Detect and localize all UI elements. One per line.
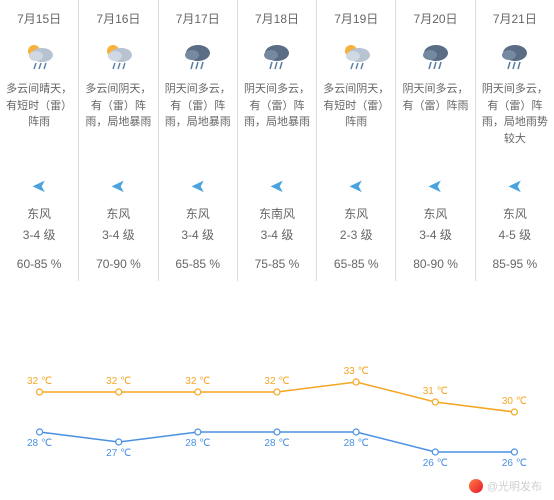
wind-direction: 东风 [321, 205, 391, 222]
wind-direction: 东风 [83, 205, 153, 222]
weather-icon [242, 39, 312, 73]
humidity: 85-95 % [480, 257, 550, 271]
watermark: @光明发布 [469, 478, 542, 494]
weibo-icon [469, 479, 483, 493]
wind-direction-icon: ➤ [321, 175, 391, 197]
weather-icon [163, 39, 233, 73]
wind-direction-icon: ➤ [83, 175, 153, 197]
day-column: 7月16日 多云间阴天，有（雷）阵雨，局地暴雨 ➤ 东风 3-4 级 70-90… [79, 0, 158, 281]
day-column: 7月19日 多云间阴天，有短时（雷）阵雨 ➤ 东风 2-3 级 65-85 % [317, 0, 396, 281]
date-label: 7月16日 [83, 10, 153, 27]
humidity: 75-85 % [242, 257, 312, 271]
temp-high-label: 30 ℃ [502, 396, 527, 407]
temp-low-label: 28 ℃ [27, 438, 52, 449]
date-label: 7月20日 [400, 10, 470, 27]
temp-low-label: 26 ℃ [502, 458, 527, 469]
temp-high-label: 32 ℃ [264, 376, 289, 387]
day-column: 7月18日 阴天间多云，有（雷）阵雨，局地暴雨 ➤ 东南风 3-4 级 75-8… [238, 0, 317, 281]
date-label: 7月15日 [4, 10, 74, 27]
weather-icon [321, 39, 391, 73]
temp-low-label: 28 ℃ [185, 438, 210, 449]
humidity: 60-85 % [4, 257, 74, 271]
weather-icon [4, 39, 74, 73]
weather-desc: 阴天间多云，有（雷）阵雨，局地雨势较大 [480, 81, 550, 163]
temp-high-label: 32 ℃ [27, 376, 52, 387]
temp-low-label: 27 ℃ [106, 448, 131, 459]
weather-icon [83, 39, 153, 73]
temp-high-label: 32 ℃ [185, 376, 210, 387]
wind-level: 2-3 级 [321, 226, 391, 243]
wind-level: 3-4 级 [163, 226, 233, 243]
weather-desc: 多云间阴天，有短时（雷）阵雨 [321, 81, 391, 163]
humidity: 65-85 % [321, 257, 391, 271]
wind-direction-icon: ➤ [480, 175, 550, 197]
temp-low-label: 28 ℃ [344, 438, 369, 449]
wind-direction-icon: ➤ [4, 175, 74, 197]
day-column: 7月15日 多云间晴天，有短时（雷）阵雨 ➤ 东风 3-4 级 60-85 % [0, 0, 79, 281]
wind-level: 3-4 级 [4, 226, 74, 243]
wind-direction: 东南风 [242, 205, 312, 222]
weather-desc: 多云间晴天，有短时（雷）阵雨 [4, 81, 74, 163]
wind-direction: 东风 [4, 205, 74, 222]
date-label: 7月18日 [242, 10, 312, 27]
wind-level: 3-4 级 [400, 226, 470, 243]
day-column: 7月21日 阴天间多云，有（雷）阵雨，局地雨势较大 ➤ 东风 4-5 级 85-… [476, 0, 554, 281]
weather-icon [480, 39, 550, 73]
weather-icon [400, 39, 470, 73]
day-column: 7月17日 阴天间多云，有（雷）阵雨，局地暴雨 ➤ 东风 3-4 级 65-85… [159, 0, 238, 281]
wind-level: 3-4 级 [242, 226, 312, 243]
wind-level: 4-5 级 [480, 226, 550, 243]
temp-low-label: 26 ℃ [423, 458, 448, 469]
temp-high-label: 32 ℃ [106, 376, 131, 387]
weather-desc: 阴天间多云，有（雷）阵雨，局地暴雨 [242, 81, 312, 163]
day-column: 7月20日 阴天间多云，有（雷）阵雨 ➤ 东风 3-4 级 80-90 % [396, 0, 475, 281]
date-label: 7月17日 [163, 10, 233, 27]
temp-low-label: 28 ℃ [264, 438, 289, 449]
wind-direction: 东风 [480, 205, 550, 222]
wind-direction-icon: ➤ [163, 175, 233, 197]
weather-desc: 阴天间多云，有（雷）阵雨，局地暴雨 [163, 81, 233, 163]
temp-high-label: 33 ℃ [344, 366, 369, 377]
humidity: 80-90 % [400, 257, 470, 271]
humidity: 65-85 % [163, 257, 233, 271]
temp-high-label: 31 ℃ [423, 386, 448, 397]
weather-desc: 多云间阴天，有（雷）阵雨，局地暴雨 [83, 81, 153, 163]
date-label: 7月21日 [480, 10, 550, 27]
humidity: 70-90 % [83, 257, 153, 271]
wind-direction-icon: ➤ [400, 175, 470, 197]
date-label: 7月19日 [321, 10, 391, 27]
wind-direction-icon: ➤ [242, 175, 312, 197]
wind-level: 3-4 级 [83, 226, 153, 243]
weather-desc: 阴天间多云，有（雷）阵雨 [400, 81, 470, 163]
wind-direction: 东风 [163, 205, 233, 222]
wind-direction: 东风 [400, 205, 470, 222]
watermark-text: @光明发布 [487, 478, 542, 494]
